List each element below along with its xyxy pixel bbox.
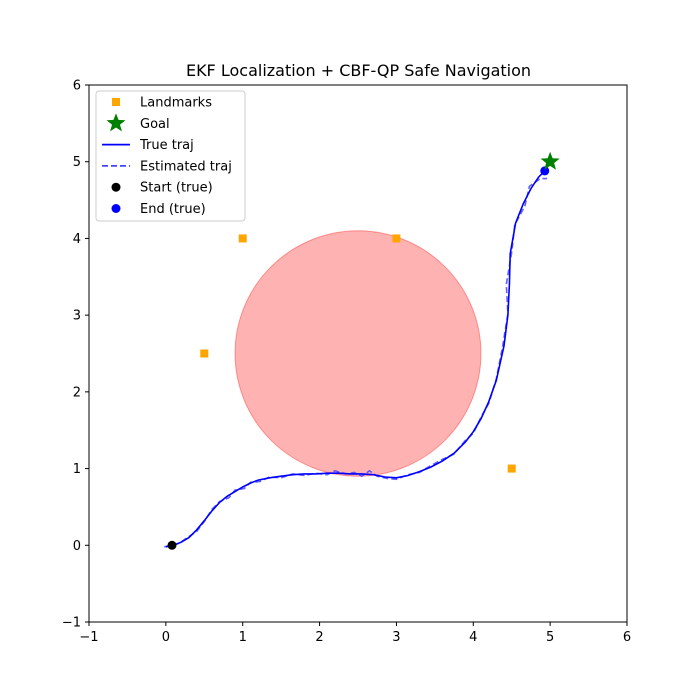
y-tick-label: 3 (73, 309, 81, 324)
legend-swatch-end (111, 204, 121, 213)
legend-label: End (true) (140, 202, 206, 217)
y-tick-label: 4 (73, 232, 81, 247)
x-tick-label: 2 (315, 630, 323, 645)
chart-title: EKF Localization + CBF-QP Safe Navigatio… (186, 61, 531, 80)
y-tick-label: 1 (73, 462, 81, 477)
legend-label: Start (true) (140, 181, 213, 196)
legend: Landmarks Goal True traj Estimated traj Star… (95, 90, 246, 222)
legend-label: True traj (139, 138, 194, 153)
axes: −1 0 1 2 3 4 5 6 −1 0 1 2 3 4 5 6 (62, 79, 631, 646)
legend-swatch-start (111, 182, 121, 192)
legend-swatch-goal (106, 113, 126, 132)
legend-label: Goal (140, 117, 170, 132)
y-tick-label: 0 (73, 539, 81, 554)
x-tick-label: 5 (546, 630, 554, 645)
x-tick-label: 3 (392, 630, 400, 645)
y-tick-label: −1 (62, 616, 81, 631)
y-tick-label: 6 (73, 79, 81, 94)
x-tick-label: 1 (239, 630, 247, 645)
plot-frame (88, 84, 628, 623)
true-traj-line (165, 170, 546, 548)
landmark-marker (507, 464, 516, 473)
x-tick-label: 0 (162, 630, 170, 645)
legend-label: Landmarks (140, 96, 212, 111)
start-marker (167, 540, 177, 550)
legend-swatch-landmarks (112, 98, 120, 106)
legend-box (95, 90, 246, 222)
landmark-marker (392, 234, 401, 243)
x-tick-label: −1 (79, 630, 98, 645)
legend-label: Estimated traj (140, 159, 232, 174)
obstacle-circle (234, 230, 482, 477)
plot-area (164, 151, 560, 550)
y-tick-label: 2 (73, 385, 81, 400)
landmark-marker (200, 349, 209, 358)
x-tick-label: 6 (623, 630, 631, 645)
x-tick-label: 4 (469, 630, 477, 645)
y-tick-label: 5 (73, 155, 81, 170)
end-marker (540, 166, 550, 176)
goal-marker (540, 151, 560, 170)
landmark-marker (238, 234, 247, 243)
